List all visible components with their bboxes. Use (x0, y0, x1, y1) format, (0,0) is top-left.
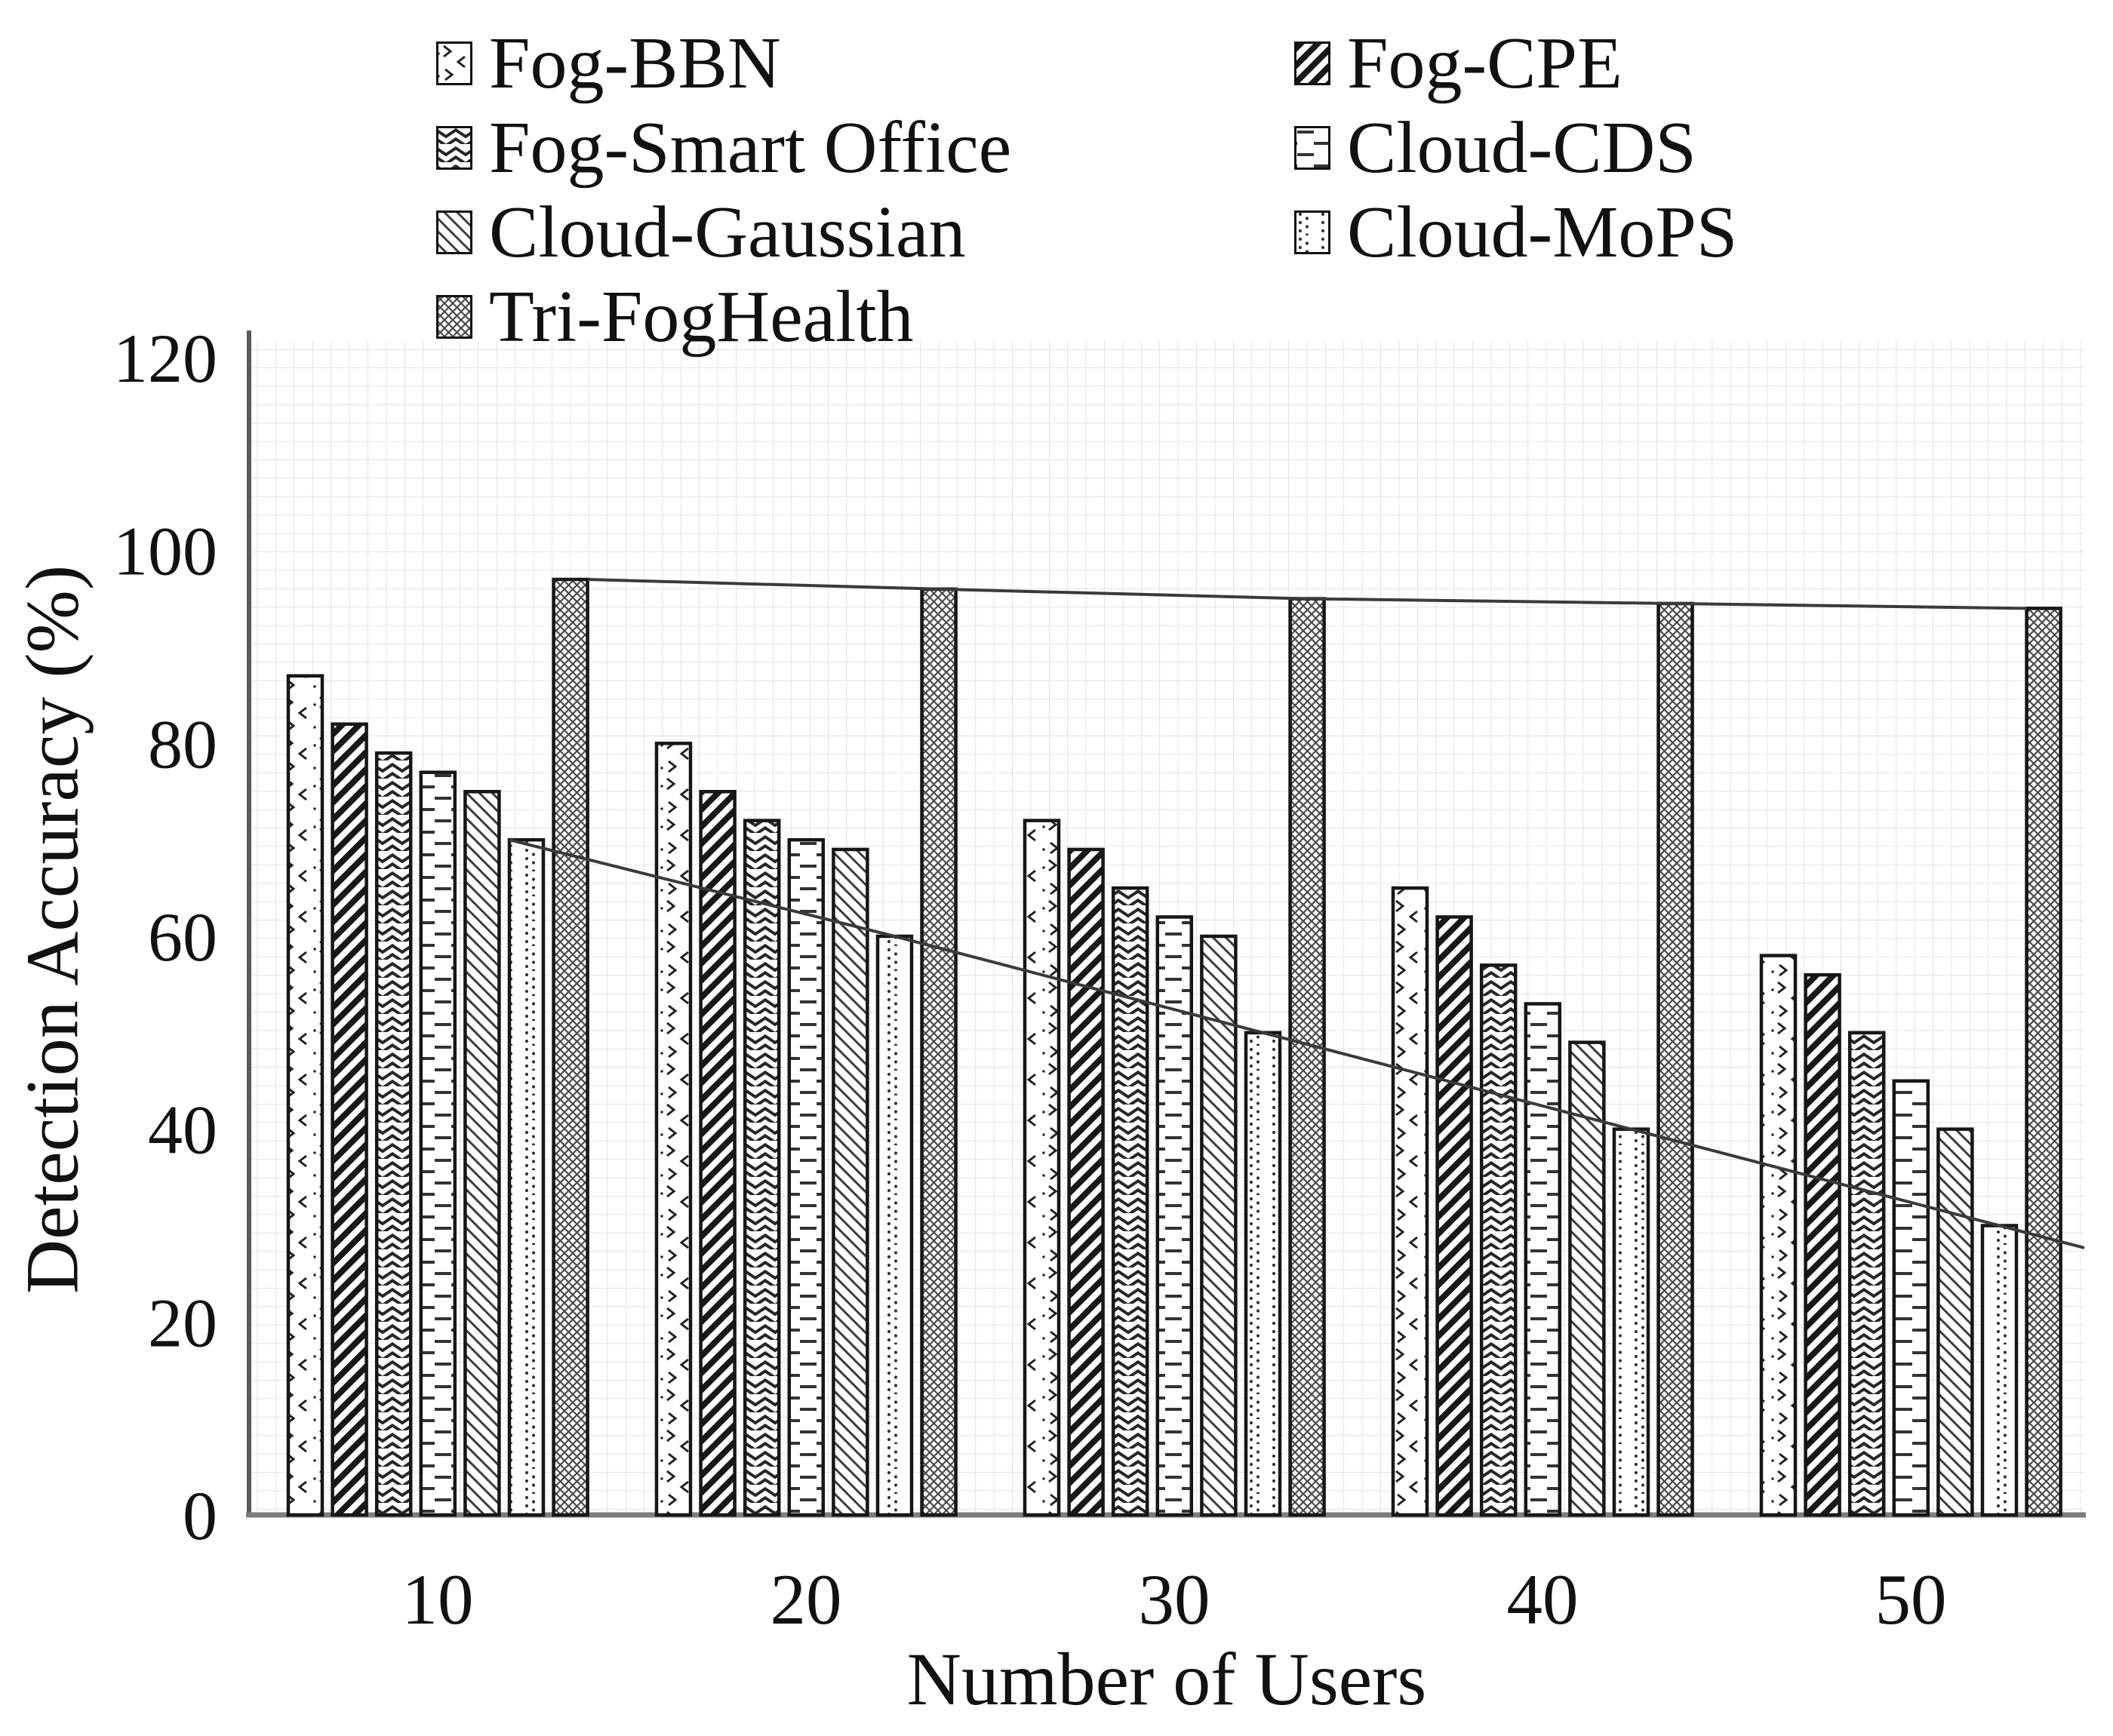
legend-label: Cloud-Gaussian (489, 192, 966, 273)
bar-mops-10 (507, 837, 546, 1517)
y-tick-label: 80 (148, 705, 217, 782)
bar-bbn-10 (286, 674, 324, 1517)
bar-gauss-20 (832, 847, 869, 1517)
bar-cpe-40 (1435, 915, 1473, 1517)
bar-smart-20 (743, 819, 781, 1517)
y-tick-label: 100 (113, 513, 217, 590)
x-tick-label: 20 (770, 1559, 842, 1639)
x-tick-label: 50 (1875, 1559, 1947, 1639)
bar-gauss-10 (463, 790, 501, 1517)
x-tick-label: 30 (1139, 1559, 1210, 1639)
y-axis-title: Detection Accuracy (%) (10, 564, 94, 1294)
bar-mops-50 (1980, 1224, 2019, 1517)
legend-item-mops: Cloud-MoPS (1294, 190, 1737, 275)
trend-line-tri (587, 578, 2027, 610)
bar-mops-30 (1244, 1031, 1282, 1517)
legend-label: Fog-CPE (1347, 23, 1622, 104)
legend-label: Cloud-MoPS (1347, 192, 1738, 273)
legend-item-gauss: Cloud-Gaussian (436, 190, 1011, 275)
bar-bbn-40 (1391, 886, 1429, 1517)
legend-label: Fog-BBN (489, 23, 781, 104)
legend-item-bbn: Fog-BBN (436, 21, 1011, 106)
legend-label: Fog-Smart Office (489, 107, 1012, 189)
legend-swatch-mops-icon (1294, 210, 1330, 254)
bar-cds-10 (419, 770, 457, 1517)
bar-gauss-50 (1936, 1127, 1974, 1517)
legend-item-tri: Tri-FogHealth (436, 275, 1011, 359)
legend-swatch-cpe-icon (1294, 41, 1330, 85)
bar-tri-30 (1288, 597, 1326, 1517)
legend-label: Cloud-CDS (1347, 107, 1696, 189)
x-tick-label: 10 (402, 1559, 474, 1639)
bar-cds-40 (1524, 1002, 1562, 1517)
bar-cpe-20 (699, 790, 737, 1517)
bar-cpe-30 (1067, 847, 1105, 1517)
bar-smart-40 (1479, 963, 1518, 1517)
y-tick-label: 60 (148, 899, 217, 976)
legend-item-cpe: Fog-CPE (1294, 21, 1737, 106)
bar-mops-20 (875, 934, 914, 1517)
bar-bbn-20 (654, 742, 693, 1517)
bar-cds-50 (1892, 1079, 1930, 1517)
y-tick-label: 20 (148, 1284, 217, 1361)
legend-swatch-gauss-icon (436, 210, 472, 254)
y-tick-label: 120 (113, 320, 217, 397)
bar-cpe-10 (331, 722, 368, 1517)
legend-swatch-tri-icon (436, 295, 472, 339)
trend-line-mops (509, 838, 2085, 1249)
legend-swatch-bbn-icon (436, 41, 472, 85)
bar-bbn-30 (1023, 819, 1061, 1517)
bar-cds-30 (1155, 915, 1194, 1517)
legend-swatch-smart-icon (436, 126, 472, 170)
bar-cpe-50 (1804, 972, 1841, 1517)
x-axis-title: Number of Users (906, 1637, 1427, 1721)
bar-smart-10 (374, 751, 413, 1517)
bar-smart-30 (1111, 886, 1149, 1517)
legend-item-smart: Fog-Smart Office (436, 106, 1011, 190)
y-tick-label: 40 (148, 1092, 217, 1169)
legend-item-cds: Cloud-CDS (1294, 106, 1737, 190)
y-tick-label: 0 (183, 1477, 217, 1554)
bar-cds-20 (787, 837, 826, 1517)
x-tick-label: 40 (1507, 1559, 1579, 1639)
bar-mops-40 (1612, 1127, 1650, 1517)
bar-gauss-30 (1200, 934, 1238, 1517)
legend-column-right: Fog-CPE Cloud-CDS Cloud-MoPS (1294, 21, 1737, 275)
legend-label: Tri-FogHealth (489, 276, 914, 358)
bar-smart-50 (1847, 1031, 1886, 1517)
legend-swatch-cds-icon (1294, 126, 1330, 170)
bar-tri-10 (552, 577, 589, 1517)
bar-bbn-50 (1759, 954, 1798, 1517)
bar-tri-40 (1656, 601, 1694, 1517)
bar-tri-50 (2025, 607, 2062, 1517)
legend-column-left: Fog-BBN Fog-Smart Office Cloud-Gaussian Tri… (436, 21, 1011, 359)
bar-tri-20 (920, 587, 958, 1517)
